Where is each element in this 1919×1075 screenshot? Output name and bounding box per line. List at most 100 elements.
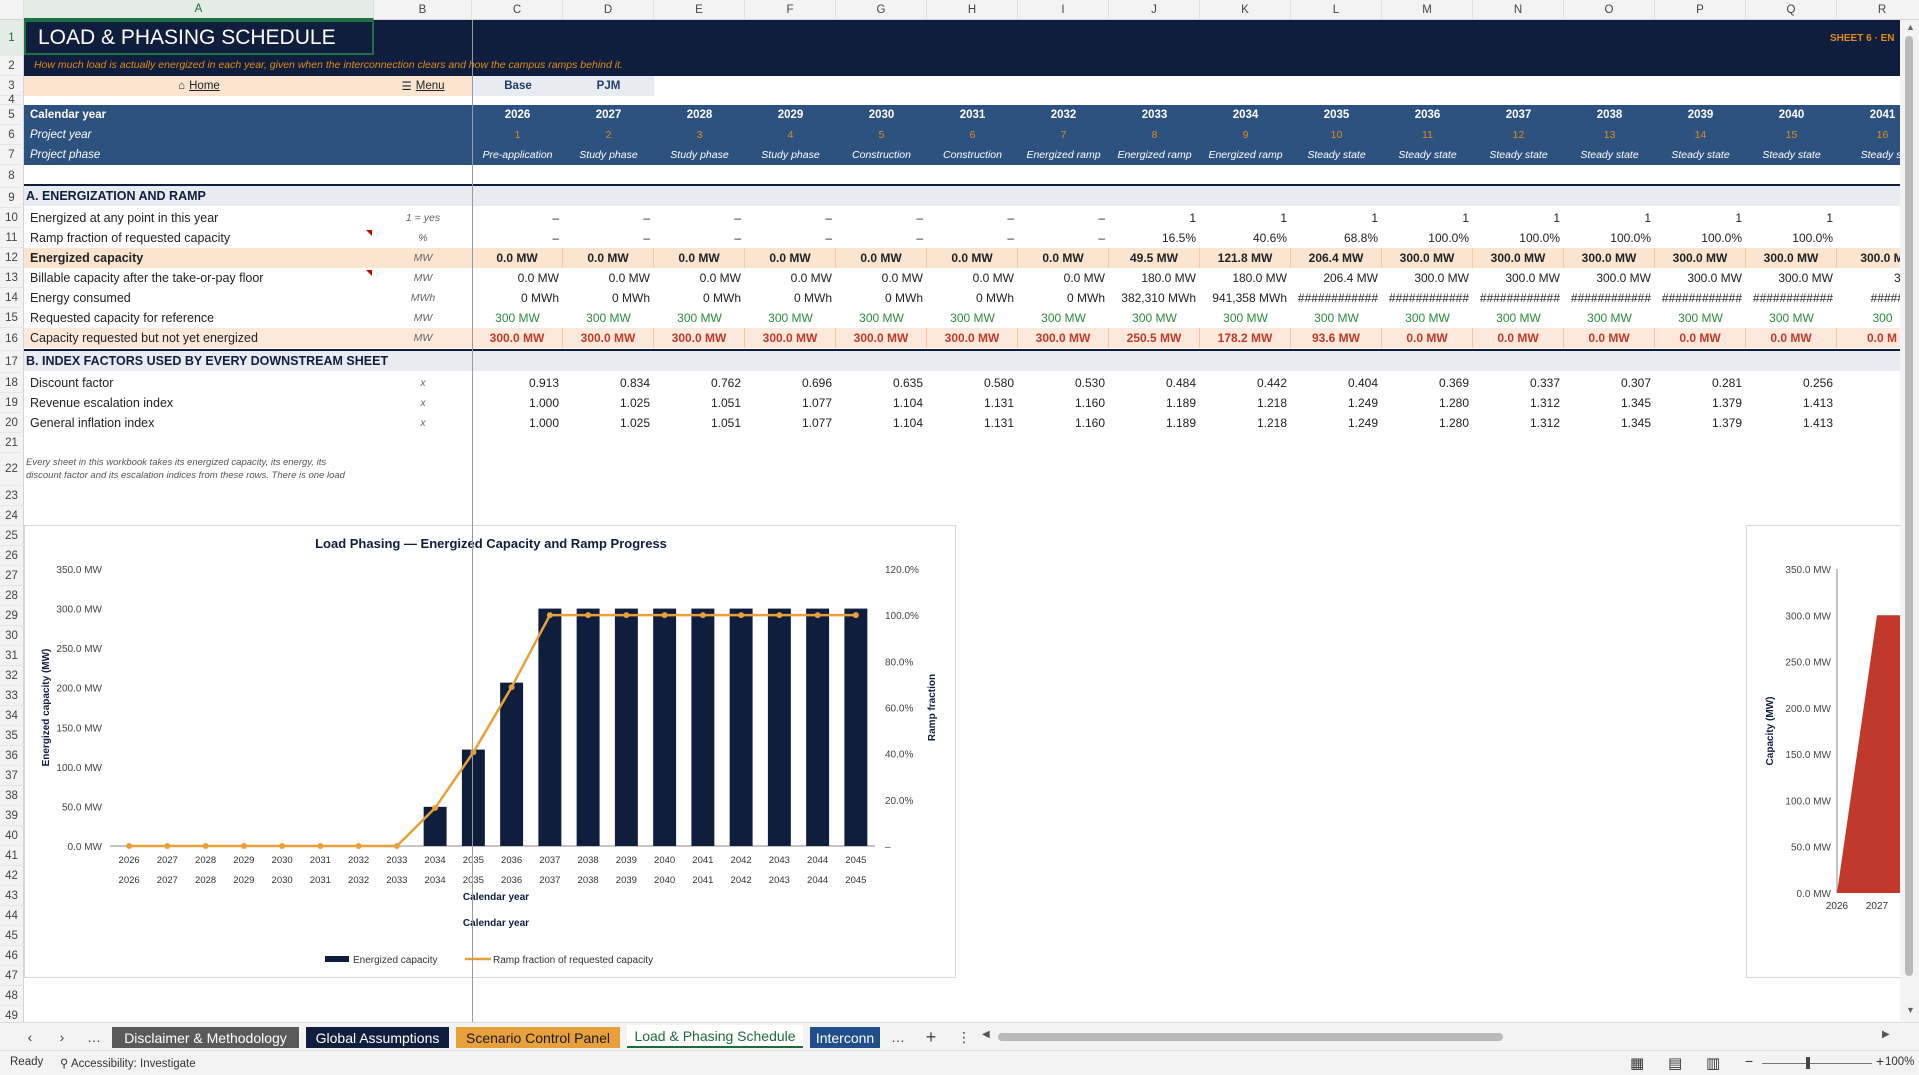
value-cell[interactable]: 300.0 MW — [927, 328, 1018, 348]
value-cell[interactable]: ############ — [1661, 291, 1742, 305]
normal-view-icon[interactable]: ▦ — [1630, 1055, 1645, 1072]
scroll-left-icon[interactable]: ◀ — [982, 1029, 990, 1040]
zoom-out-icon[interactable]: − — [1745, 1053, 1754, 1069]
column-header-n[interactable]: N — [1473, 0, 1564, 20]
row-label[interactable]: Billable capacity after the take-or-pay … — [30, 271, 264, 285]
project-phase-cell[interactable]: Steady state — [1398, 149, 1457, 161]
calendar-year-cell[interactable]: 2040 — [1778, 109, 1805, 121]
value-cell[interactable]: – — [643, 211, 650, 225]
row-header-33[interactable]: 33 — [0, 686, 24, 706]
value-cell[interactable]: 1.051 — [710, 396, 741, 410]
row-header-14[interactable]: 14 — [0, 288, 24, 308]
value-cell[interactable]: 300 MW — [1587, 311, 1632, 325]
next-sheet-icon[interactable]: › — [59, 1029, 65, 1045]
value-cell[interactable]: 300.0 MW — [1414, 271, 1469, 285]
column-header-i[interactable]: I — [1018, 0, 1109, 20]
add-sheet-icon[interactable]: + — [925, 1026, 937, 1047]
row-header-45[interactable]: 45 — [0, 926, 24, 946]
value-cell[interactable]: 121.8 MW — [1200, 248, 1291, 268]
column-header-l[interactable]: L — [1291, 0, 1382, 20]
value-cell[interactable]: – — [734, 211, 741, 225]
row-header-29[interactable]: 29 — [0, 606, 24, 626]
value-cell[interactable]: 0.0 MW — [1564, 328, 1655, 348]
value-cell[interactable]: 1.025 — [619, 416, 650, 430]
row-header-4[interactable]: 4 — [0, 94, 24, 106]
value-cell[interactable]: 0.0 MW — [1473, 328, 1564, 348]
row-header-20[interactable]: 20 — [0, 413, 24, 433]
vertical-scroll-thumb[interactable] — [1905, 36, 1913, 976]
row-header-2[interactable]: 2 — [0, 56, 24, 76]
value-cell[interactable]: 100.0% — [1519, 231, 1560, 245]
sheet-options-icon[interactable]: ⋮ — [957, 1028, 971, 1045]
value-cell[interactable]: 0.0 MW — [472, 248, 563, 268]
value-cell[interactable]: 1.000 — [528, 396, 559, 410]
column-header-a[interactable]: A — [24, 0, 374, 20]
value-cell[interactable]: 1.160 — [1074, 416, 1105, 430]
project-year-cell[interactable]: 1 — [514, 129, 521, 141]
value-cell[interactable]: – — [916, 211, 923, 225]
value-cell[interactable]: 0.762 — [710, 376, 741, 390]
value-cell[interactable]: 1 — [1371, 211, 1378, 225]
project-year-cell[interactable]: 15 — [1785, 129, 1798, 141]
row-header-26[interactable]: 26 — [0, 546, 24, 566]
horizontal-scrollbar[interactable]: ◀ ▶ — [982, 1029, 1890, 1042]
row-header-47[interactable]: 47 — [0, 966, 24, 986]
project-year-cell[interactable]: 12 — [1512, 129, 1525, 141]
sheet-title[interactable]: LOAD & PHASING SCHEDULE — [24, 20, 374, 55]
value-cell[interactable]: 0.0 MW — [1063, 271, 1105, 285]
project-phase-cell[interactable]: Construction — [943, 149, 1002, 161]
value-cell[interactable]: 1.312 — [1529, 416, 1560, 430]
project-phase-cell[interactable]: Energized ramp — [1026, 149, 1101, 161]
value-cell[interactable]: 1.077 — [801, 416, 832, 430]
value-cell[interactable]: ############ — [1388, 291, 1469, 305]
column-header-o[interactable]: O — [1564, 0, 1655, 20]
value-cell[interactable]: 300.0 MW — [1382, 248, 1473, 268]
value-cell[interactable]: – — [552, 231, 559, 245]
value-cell[interactable]: 300 MW — [1314, 311, 1359, 325]
calendar-year-cell[interactable]: 2029 — [777, 109, 804, 121]
sheet-tab[interactable]: Disclaimer & Methodology — [112, 1027, 299, 1048]
project-year-cell[interactable]: 10 — [1330, 129, 1343, 141]
value-cell[interactable]: ############ — [1752, 291, 1833, 305]
sheet-tab[interactable]: Load & Phasing Schedule — [627, 1025, 803, 1048]
column-header-h[interactable]: H — [927, 0, 1018, 20]
value-cell[interactable]: 1.131 — [983, 416, 1014, 430]
value-cell[interactable]: 0.0 MW — [836, 248, 927, 268]
project-year-cell[interactable]: 5 — [878, 129, 885, 141]
value-cell[interactable]: 300 MW — [768, 311, 813, 325]
home-button[interactable]: ⌂ Home — [24, 76, 374, 96]
value-cell[interactable]: 1.000 — [528, 416, 559, 430]
value-cell[interactable]: 941,358 MWh — [1212, 291, 1287, 305]
row-unit[interactable]: 1 = yes — [405, 212, 441, 224]
value-cell[interactable]: 0.0 M — [1837, 328, 1919, 348]
value-cell[interactable]: 0.0 MW — [1018, 248, 1109, 268]
calendar-year-cell[interactable]: 2030 — [868, 109, 895, 121]
project-phase-cell[interactable]: Steady state — [1671, 149, 1730, 161]
project-phase-cell[interactable]: Steady state — [1580, 149, 1639, 161]
value-cell[interactable]: 300.0 M — [1837, 248, 1919, 268]
prev-sheet-icon[interactable]: ‹ — [27, 1029, 33, 1045]
row-header-13[interactable]: 13 — [0, 268, 24, 288]
value-cell[interactable]: 49.5 MW — [1109, 248, 1200, 268]
accessibility-status[interactable]: ⚲ Accessibility: Investigate — [60, 1058, 196, 1070]
value-cell[interactable]: 300 MW — [1132, 311, 1177, 325]
row-header-5[interactable]: 5 — [0, 105, 24, 125]
calendar-year-cell[interactable]: 2032 — [1050, 109, 1077, 121]
project-year-cell[interactable]: 8 — [1151, 129, 1158, 141]
project-phase-cell[interactable]: Energized ramp — [1117, 149, 1192, 161]
value-cell[interactable]: 0.256 — [1802, 376, 1833, 390]
calendar-year-cell[interactable]: 2036 — [1414, 109, 1441, 121]
row-header-22[interactable]: 22 — [0, 453, 24, 486]
project-phase-cell[interactable]: Energized ramp — [1208, 149, 1283, 161]
select-all-corner[interactable] — [0, 0, 24, 20]
calendar-year-cell[interactable]: 2026 — [504, 109, 531, 121]
value-cell[interactable]: 300.0 MW — [1687, 271, 1742, 285]
row-label[interactable]: General inflation index — [30, 416, 155, 430]
value-cell[interactable]: 0.369 — [1438, 376, 1469, 390]
comment-indicator-icon[interactable] — [366, 230, 372, 236]
value-cell[interactable]: 300 MW — [1769, 311, 1814, 325]
zoom-slider[interactable] — [1762, 1063, 1872, 1064]
value-cell[interactable]: 1.312 — [1529, 396, 1560, 410]
column-header-g[interactable]: G — [836, 0, 927, 20]
